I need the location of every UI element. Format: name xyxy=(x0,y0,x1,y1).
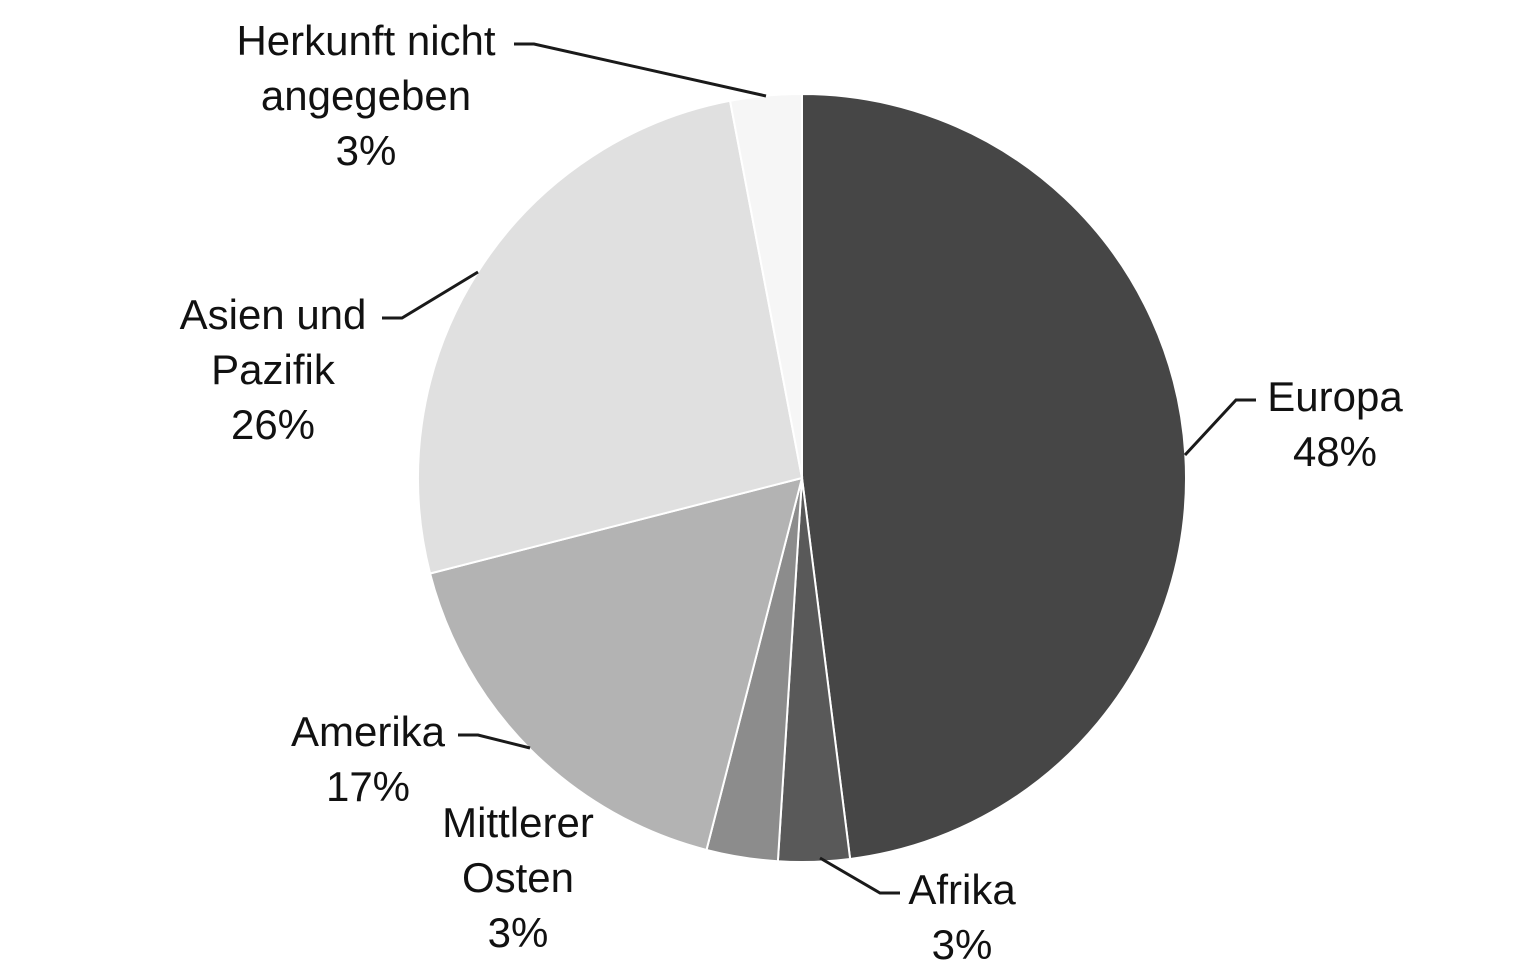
leader-line-europa xyxy=(1183,398,1256,457)
slice-name-label: Asien und xyxy=(180,291,367,338)
pie-slice-amerika xyxy=(428,476,804,852)
leader-line-asien-und-pazifik xyxy=(382,270,479,320)
slice-percent-label: 3% xyxy=(932,921,993,968)
slice-label-europa: Europa 48% xyxy=(1267,373,1403,475)
leader-lines xyxy=(382,42,1256,895)
slice-name-label: Afrika xyxy=(908,866,1016,913)
slice-label-amerika: Amerika 17% xyxy=(291,708,446,810)
leader-line-afrika xyxy=(819,856,900,895)
slice-label-herkunft-nicht-angegeben: Herkunft nicht angegeben 3% xyxy=(236,17,495,174)
slice-percent-label: 26% xyxy=(231,401,315,448)
slice-name-label: Europa xyxy=(1267,373,1403,420)
slice-label-asien-und-pazifik: Asien und Pazifik 26% xyxy=(180,291,367,448)
slice-percent-label: 3% xyxy=(488,909,549,956)
pie-slices xyxy=(417,92,1187,863)
slice-percent-label: 3% xyxy=(336,127,397,174)
slice-labels: Europa 48% Afrika 3% Mittlerer Osten 3% Amerika… xyxy=(180,17,1404,968)
slice-name-label: Amerika xyxy=(291,708,446,755)
slice-label-afrika: Afrika 3% xyxy=(908,866,1016,968)
slice-name-label: Osten xyxy=(462,854,574,901)
slice-name-label: angegeben xyxy=(261,72,471,119)
slice-label-mittlerer-osten: Mittlerer Osten 3% xyxy=(442,799,594,956)
slice-percent-label: 48% xyxy=(1293,428,1377,475)
slice-percent-label: 17% xyxy=(326,763,410,810)
pie-slice-europa xyxy=(801,92,1187,861)
slice-name-label: Pazifik xyxy=(211,346,336,393)
leader-line-amerika xyxy=(458,733,531,750)
leader-line-herkunft-nicht-angegeben xyxy=(514,42,767,98)
slice-name-label: Herkunft nicht xyxy=(236,17,495,64)
slice-name-label: Mittlerer xyxy=(442,799,594,846)
